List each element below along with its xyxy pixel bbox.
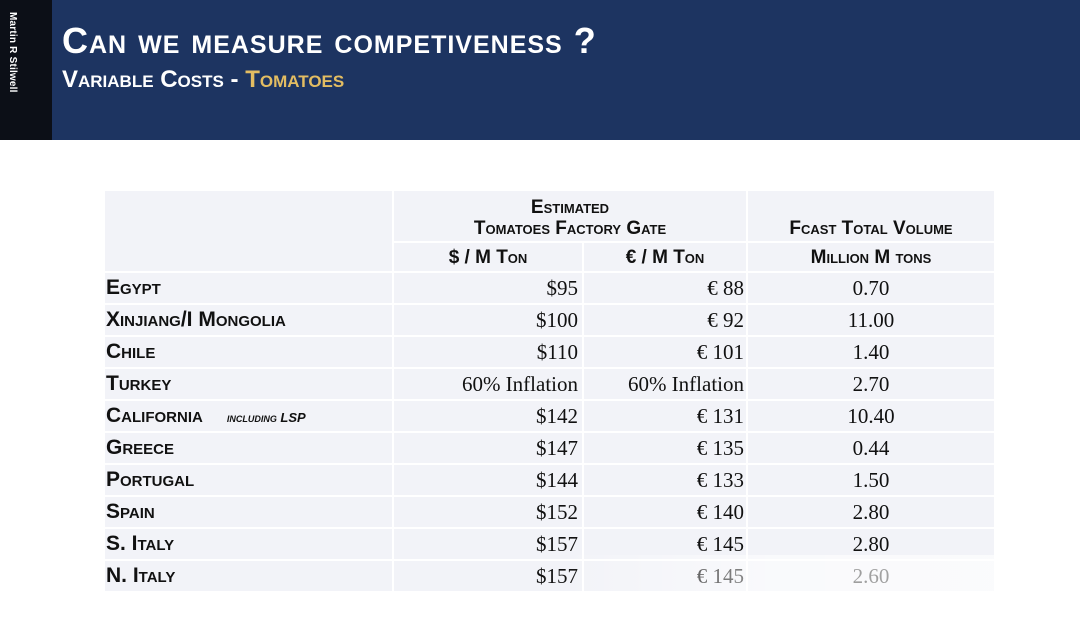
- country-cell: S. Italy: [105, 529, 392, 559]
- factory-gate-header-line1: Estimated: [530, 197, 610, 218]
- table-row: Portugal $144 € 133 1.50: [105, 465, 994, 495]
- eur-cell: € 92: [584, 305, 746, 335]
- volume-cell: 2.70: [748, 369, 994, 399]
- country-name: Egypt: [106, 276, 161, 299]
- table-row: California including LSP $142 € 131 10.40: [105, 401, 994, 431]
- usd-header: $ / M Ton: [394, 243, 582, 271]
- volume-cell: 0.70: [748, 273, 994, 303]
- country-name: N. Italy: [106, 564, 176, 587]
- volume-cell: 0.44: [748, 433, 994, 463]
- volume-cell: 2.80: [748, 497, 994, 527]
- table-row: Turkey 60% Inflation 60% Inflation 2.70: [105, 369, 994, 399]
- slide-header: Can we measure competiveness ? Variable …: [52, 0, 1080, 140]
- country-cell: N. Italy: [105, 561, 392, 591]
- usd-cell: $142: [394, 401, 582, 431]
- country-cell: Spain: [105, 497, 392, 527]
- country-name: S. Italy: [106, 532, 175, 555]
- country-name: Xinjiang/I Mongolia: [106, 308, 286, 331]
- country-name: California: [106, 404, 203, 427]
- table-body: Egypt $95 € 88 0.70 Xinjiang/I Mongolia $100 €…: [105, 273, 994, 591]
- cost-table: Estimated Tomatoes Factory Gate Fcast To…: [103, 189, 996, 593]
- usd-cell: $157: [394, 561, 582, 591]
- country-cell: Greece: [105, 433, 392, 463]
- eur-cell: € 145: [584, 529, 746, 559]
- side-strip: Martin R Stilwell: [0, 0, 52, 140]
- eur-cell: € 135: [584, 433, 746, 463]
- country-cell: Chile: [105, 337, 392, 367]
- slide-title: Can we measure competiveness ?: [62, 20, 597, 61]
- volume-cell: 2.80: [748, 529, 994, 559]
- eur-header: € / M Ton: [584, 243, 746, 271]
- country-cell: Egypt: [105, 273, 392, 303]
- eur-cell: € 140: [584, 497, 746, 527]
- eur-cell: 60% Inflation: [584, 369, 746, 399]
- table-row: Greece $147 € 135 0.44: [105, 433, 994, 463]
- country-name: Chile: [106, 340, 156, 363]
- table-row: S. Italy $157 € 145 2.80: [105, 529, 994, 559]
- factory-gate-header: Estimated Tomatoes Factory Gate: [394, 191, 746, 241]
- country-cell: California including LSP: [105, 401, 392, 431]
- volume-cell: 2.60: [748, 561, 994, 591]
- cost-table-container: Estimated Tomatoes Factory Gate Fcast To…: [103, 189, 996, 593]
- usd-cell: $147: [394, 433, 582, 463]
- eur-cell: € 133: [584, 465, 746, 495]
- usd-cell: $152: [394, 497, 582, 527]
- eur-cell: € 101: [584, 337, 746, 367]
- table-row: Chile $110 € 101 1.40: [105, 337, 994, 367]
- volume-cell: 1.50: [748, 465, 994, 495]
- usd-cell: $144: [394, 465, 582, 495]
- usd-cell: $110: [394, 337, 582, 367]
- slide-subtitle: Variable Costs - Tomatoes: [62, 66, 344, 94]
- eur-cell: € 88: [584, 273, 746, 303]
- usd-cell: $95: [394, 273, 582, 303]
- corner-cell: [105, 191, 392, 271]
- factory-gate-header-line2: Tomatoes Factory Gate: [473, 218, 667, 239]
- volume-cell: 1.40: [748, 337, 994, 367]
- country-cell: Portugal: [105, 465, 392, 495]
- table-row: Egypt $95 € 88 0.70: [105, 273, 994, 303]
- country-name: Greece: [106, 436, 175, 459]
- country-name: Turkey: [106, 372, 172, 395]
- table-row: Xinjiang/I Mongolia $100 € 92 11.00: [105, 305, 994, 335]
- table-row: Spain $152 € 140 2.80: [105, 497, 994, 527]
- eur-cell: € 131: [584, 401, 746, 431]
- author-label: Martin R Stilwell: [7, 12, 18, 93]
- volume-header: Fcast Total Volume: [748, 191, 994, 241]
- country-note: including LSP: [226, 410, 306, 425]
- volume-cell: 10.40: [748, 401, 994, 431]
- country-cell: Xinjiang/I Mongolia: [105, 305, 392, 335]
- table-row: N. Italy $157 € 145 2.60: [105, 561, 994, 591]
- subtitle-accent: Tomatoes: [245, 66, 345, 93]
- subtitle-main: Variable Costs -: [62, 66, 246, 93]
- country-name: Spain: [106, 500, 155, 523]
- volume-unit-header: Million M tons: [748, 243, 994, 271]
- usd-cell: $100: [394, 305, 582, 335]
- usd-cell: $157: [394, 529, 582, 559]
- eur-cell: € 145: [584, 561, 746, 591]
- volume-cell: 11.00: [748, 305, 994, 335]
- country-name: Portugal: [106, 468, 195, 491]
- country-cell: Turkey: [105, 369, 392, 399]
- usd-cell: 60% Inflation: [394, 369, 582, 399]
